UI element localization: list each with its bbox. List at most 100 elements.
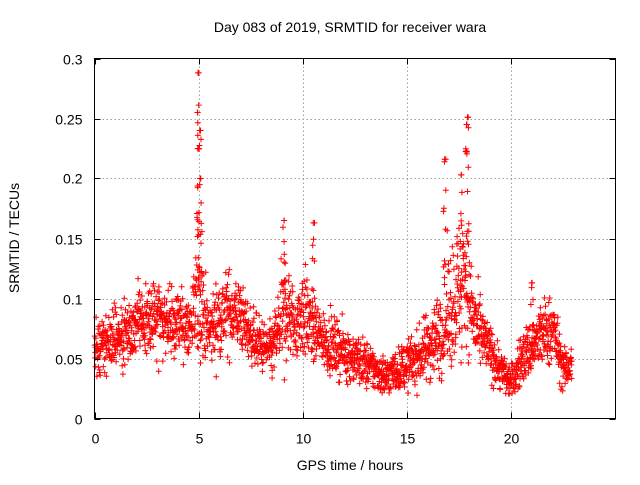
series-srmtid	[91, 69, 575, 399]
data-point	[311, 356, 318, 363]
data-point	[165, 287, 172, 294]
data-point	[412, 343, 419, 350]
data-point	[104, 327, 111, 334]
data-point	[337, 371, 344, 378]
data-point	[320, 310, 327, 317]
data-point	[195, 254, 202, 261]
data-point	[465, 124, 472, 131]
data-point	[234, 328, 241, 335]
data-point	[464, 188, 471, 195]
data-point	[263, 330, 269, 337]
data-point	[219, 299, 226, 306]
data-point	[544, 352, 551, 359]
data-point	[474, 315, 481, 322]
data-point	[458, 189, 465, 196]
data-point	[134, 300, 141, 307]
data-point	[199, 320, 206, 327]
data-point	[338, 351, 345, 358]
data-point	[309, 305, 316, 311]
data-point	[142, 332, 149, 339]
data-point	[206, 339, 213, 346]
data-point	[564, 364, 571, 371]
data-point	[450, 252, 457, 259]
data-point	[514, 360, 521, 366]
data-point	[162, 350, 169, 357]
data-point	[489, 331, 496, 338]
data-point	[454, 298, 461, 305]
data-point	[184, 314, 191, 321]
data-point	[125, 356, 132, 363]
data-point	[309, 313, 316, 320]
data-point	[342, 346, 349, 353]
data-point	[449, 336, 456, 343]
data-point	[356, 380, 363, 387]
data-point	[248, 363, 255, 370]
data-point	[185, 349, 192, 356]
data-point	[253, 355, 260, 361]
data-point	[568, 358, 575, 365]
data-point	[126, 335, 133, 342]
data-point	[458, 171, 465, 178]
data-point	[198, 240, 204, 247]
data-point	[448, 356, 455, 363]
data-point	[441, 274, 448, 281]
data-point	[111, 300, 118, 307]
data-point	[232, 308, 239, 315]
data-point	[233, 313, 240, 320]
data-point	[192, 312, 199, 319]
data-point	[271, 333, 278, 340]
data-point	[117, 337, 124, 343]
data-point	[244, 347, 251, 354]
data-point	[442, 187, 449, 194]
data-point	[470, 295, 477, 302]
data-point	[408, 346, 415, 353]
data-point	[313, 309, 320, 316]
data-point	[501, 355, 508, 362]
data-point	[415, 341, 422, 348]
data-point	[143, 350, 150, 357]
data-point	[163, 309, 170, 316]
data-point	[132, 343, 138, 350]
data-point	[151, 287, 158, 294]
data-point	[422, 355, 429, 362]
data-point	[231, 302, 238, 309]
data-point	[141, 320, 147, 327]
data-point	[164, 338, 171, 345]
data-point	[544, 328, 551, 335]
data-point	[446, 268, 453, 275]
data-point	[450, 266, 457, 273]
data-point	[157, 300, 164, 307]
data-point	[136, 289, 143, 295]
data-point	[309, 286, 316, 292]
data-point	[141, 336, 148, 343]
data-point	[97, 372, 104, 379]
data-point	[329, 325, 336, 332]
data-point	[308, 345, 315, 352]
data-point	[350, 336, 357, 343]
data-point	[424, 324, 431, 331]
data-point	[120, 355, 127, 362]
data-point	[304, 339, 311, 346]
data-point	[539, 356, 546, 363]
data-point	[278, 331, 285, 338]
data-point	[229, 334, 236, 341]
data-point	[196, 127, 203, 134]
data-point	[551, 314, 558, 321]
data-point	[324, 337, 331, 343]
data-point	[226, 311, 232, 318]
data-point	[330, 326, 337, 333]
data-point	[488, 382, 495, 389]
data-point	[277, 340, 283, 347]
data-point	[225, 271, 232, 278]
x-tick-label: 0	[92, 431, 100, 447]
data-point	[336, 332, 343, 339]
data-point	[545, 316, 552, 323]
data-point	[450, 300, 457, 307]
data-point	[458, 217, 465, 224]
data-point	[464, 297, 471, 304]
data-point	[195, 102, 202, 109]
data-point	[423, 376, 430, 383]
data-point	[155, 283, 162, 290]
data-point	[479, 354, 486, 361]
data-point	[449, 304, 456, 311]
